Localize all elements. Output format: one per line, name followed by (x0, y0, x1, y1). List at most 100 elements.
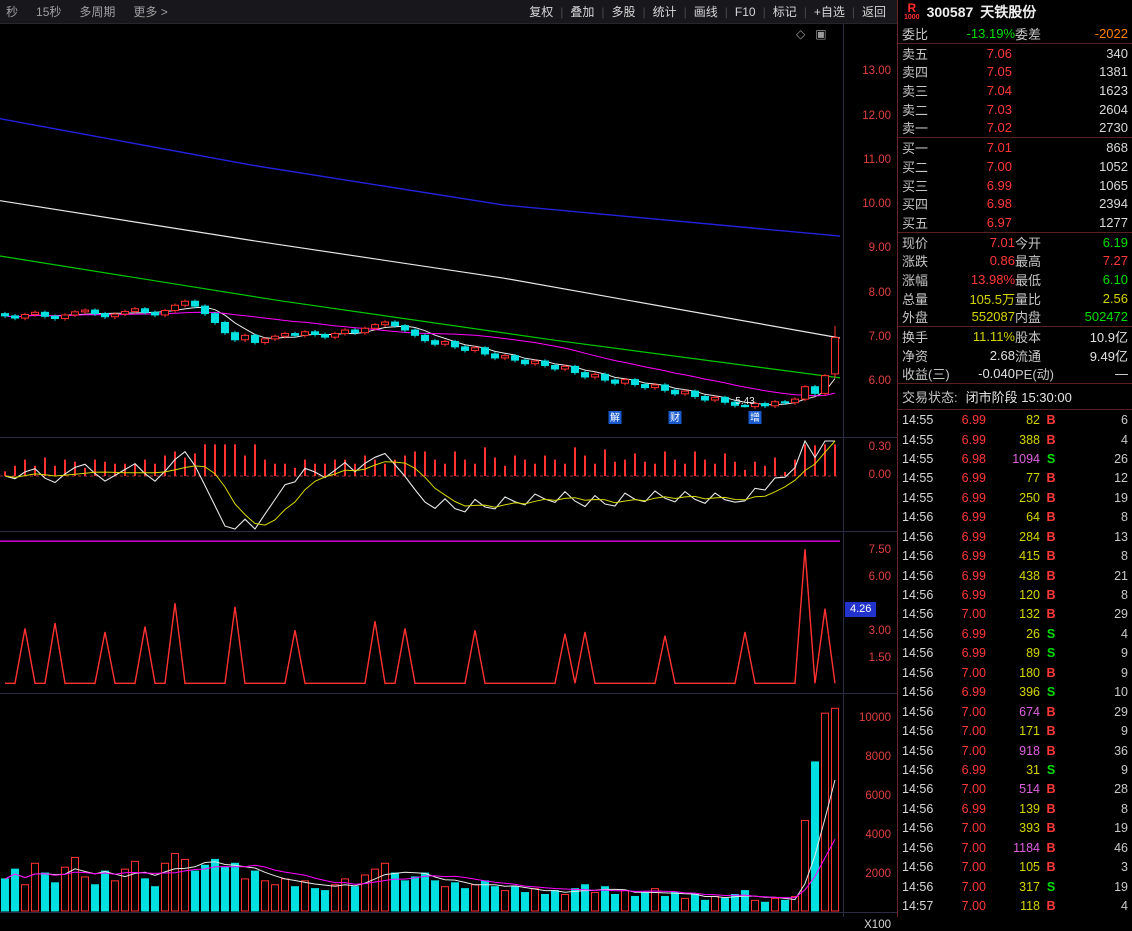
tick-direction: B (1046, 432, 1056, 447)
tick-row: 14:56 7.00 393 B 19 (902, 821, 1128, 835)
tick-price: 6.99 (961, 801, 986, 816)
quote-value: 10.9亿 (1089, 330, 1128, 345)
candlestick-chart[interactable]: 5.43 解 财 增 (0, 24, 843, 917)
ask-level-label: 卖四 (902, 65, 929, 81)
axis-label: 4000 (865, 829, 891, 841)
quote-label: 量比 (1015, 291, 1042, 307)
tick-direction: S (1046, 626, 1056, 641)
tick-price: 6.99 (961, 413, 986, 428)
tick-row: 14:57 7.00 118 B 4 (902, 899, 1128, 913)
tick-row: 14:56 6.99 284 B 13 (902, 530, 1128, 544)
axis-label: 12.00 (862, 109, 891, 122)
axis-label: 7.50 (868, 544, 891, 556)
tick-count: 19 (1114, 821, 1128, 836)
tick-direction: B (1046, 665, 1056, 680)
tick-direction: B (1046, 413, 1056, 428)
stock-header: R 1000 300587 天铁股份 (897, 0, 1132, 24)
panel-separator (0, 693, 897, 694)
period-menu-item[interactable]: 更多 > (133, 5, 168, 19)
tick-count: 19 (1114, 879, 1128, 894)
tick-count: 9 (1121, 762, 1128, 777)
tick-price: 7.00 (961, 821, 986, 836)
axis-label: 13.00 (862, 65, 891, 78)
trade-status-row: 交易状态: 闭市阶段 15:30:00 (898, 383, 1132, 411)
tick-time: 14:56 (902, 704, 934, 719)
tick-count: 9 (1121, 646, 1128, 661)
period-menu-item[interactable]: 秒 (6, 5, 19, 19)
tick-volume: 82 (1026, 413, 1040, 428)
quote-label: 现价 (902, 235, 929, 251)
quote-value: 6.10 (1102, 271, 1128, 287)
quote-row: 收益(三) -0.040 PE(动) — (898, 364, 1132, 383)
toolbar-button[interactable]: 统计 (652, 5, 677, 19)
tick-price: 6.99 (961, 471, 986, 486)
axis-label: 10.00 (862, 198, 891, 211)
toolbar-button[interactable]: 标记 (772, 5, 797, 19)
tick-time: 14:55 (902, 490, 934, 505)
diamond-icon[interactable]: ◇ (796, 27, 806, 41)
tick-row: 14:56 7.00 317 S 19 (902, 880, 1128, 894)
bid-volume: 1052 (1099, 158, 1128, 174)
tick-price: 6.99 (961, 432, 986, 447)
stock-name: 天铁股份 (980, 3, 1037, 20)
tick-count: 29 (1114, 607, 1128, 622)
tick-count: 36 (1114, 743, 1128, 758)
event-marker[interactable] (668, 411, 682, 424)
tick-price: 7.00 (961, 607, 986, 622)
tick-direction: B (1046, 724, 1056, 739)
tick-volume: 77 (1026, 471, 1040, 486)
tick-volume: 120 (1019, 588, 1040, 602)
bid-level-label: 买二 (902, 159, 929, 175)
toolbar-separator: | (724, 4, 728, 19)
tick-volume: 674 (1019, 704, 1040, 719)
toolbar: 复权 | 叠加 | 多股 | 统计 | 画线 | F10 | 标记 | +自选 | 返回 (522, 3, 897, 20)
tick-row: 14:56 6.99 26 S 4 (902, 627, 1128, 641)
tick-volume: 139 (1019, 801, 1040, 816)
toolbar-button[interactable]: 画线 (693, 5, 718, 19)
toolbar-button[interactable]: 多股 (611, 5, 636, 19)
quote-value: 502472 (1084, 309, 1128, 325)
tick-row: 14:56 6.99 64 B 8 (902, 510, 1128, 524)
tick-count: 12 (1114, 471, 1128, 486)
toolbar-button[interactable]: +自选 (813, 5, 845, 19)
tick-count: 10 (1114, 685, 1128, 700)
tick-time: 14:56 (902, 860, 934, 875)
tick-direction: B (1046, 549, 1056, 564)
quote-label: PE(动) (1015, 367, 1055, 383)
ask-row: 卖一 7.02 2730 (898, 118, 1132, 137)
divider (898, 231, 1132, 233)
tick-row: 14:55 6.99 77 B 12 (902, 471, 1128, 485)
ask-level-label: 卖五 (902, 46, 929, 62)
quote-value: -0.040 (978, 366, 1015, 382)
quote-label: 流通 (1015, 348, 1042, 364)
tick-time: 14:56 (902, 510, 934, 525)
tick-row: 14:56 7.00 171 B 9 (902, 724, 1128, 738)
toolbar-button[interactable]: 叠加 (570, 5, 595, 19)
toolbar-button[interactable]: 复权 (529, 5, 554, 19)
quote-value: 11.11% (972, 329, 1015, 344)
bid-row: 买四 6.98 2394 (898, 194, 1132, 213)
tick-volume: 250 (1019, 490, 1040, 505)
tick-price: 6.99 (961, 646, 986, 661)
tick-time: 14:56 (902, 665, 934, 680)
axis-label: 11.00 (863, 153, 891, 166)
tick-time: 14:56 (902, 821, 934, 836)
event-marker[interactable] (608, 411, 622, 424)
tick-direction: B (1046, 899, 1056, 913)
window-icon[interactable]: ▣ (815, 27, 827, 41)
tick-row: 14:55 6.99 250 B 19 (902, 491, 1128, 505)
tick-volume: 1094 (1012, 451, 1040, 466)
ask-level-label: 卖三 (902, 84, 929, 100)
quote-value: 13.98% (970, 271, 1015, 287)
bid-volume: 2394 (1099, 196, 1128, 212)
event-marker[interactable] (748, 411, 762, 424)
tick-price: 6.99 (961, 529, 986, 544)
toolbar-button[interactable]: F10 (734, 4, 756, 19)
period-menu-item[interactable]: 多周期 (79, 5, 116, 19)
tick-direction: S (1046, 451, 1056, 466)
trade-status-label: 交易状态: (902, 390, 958, 406)
toolbar-button[interactable]: 返回 (861, 5, 886, 19)
period-menu-item[interactable]: 15秒 (36, 5, 62, 19)
margin-r-icon: R (907, 1, 917, 15)
tick-list: 14:55 6.99 82 B 6 14:55 6.99 388 B 4 14:55 6.98 1094… (898, 410, 1132, 917)
